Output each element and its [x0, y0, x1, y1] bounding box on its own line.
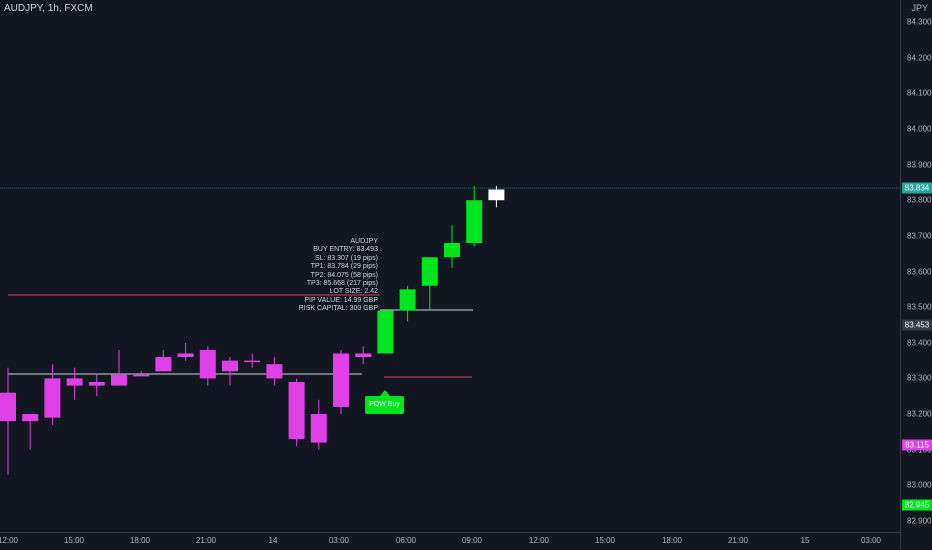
symbol-title: AUDJPY, 1h, FXCM: [4, 3, 93, 14]
info-line: TP1: 83.784 (29 pips): [310, 263, 378, 271]
time-tick: 12:00: [528, 536, 550, 545]
candle-body: [355, 353, 372, 358]
candle-body: [44, 378, 61, 418]
price-tick: 83.600: [907, 267, 932, 276]
candle-body: [444, 242, 460, 258]
price-axis[interactable]: JPY 84.300 84.200 84.100 84.000 83.900 83.800…: [900, 0, 932, 550]
info-line: PIP VALUE: 14.99 GBP: [304, 296, 378, 304]
entry-price-tag: 83.453: [902, 319, 932, 331]
candle-body: [222, 360, 238, 372]
candle-body: [399, 289, 416, 311]
candle-body: [0, 392, 16, 422]
current-price-tag: 83.834: [902, 182, 932, 194]
price-tick: 84.200: [907, 53, 932, 63]
time-tick: 18:00: [661, 536, 683, 545]
time-tick: 15:00: [594, 536, 616, 545]
price-tick: 83.900: [907, 160, 932, 170]
candle-body: [488, 189, 505, 201]
time-tick: 03:00: [860, 536, 882, 545]
time-tick: 21:00: [727, 536, 749, 545]
info-line: BUY ENTRY: 83.493: [313, 246, 378, 254]
candle-body: [421, 257, 438, 286]
price-tick: 83.500: [907, 302, 932, 312]
chart-area[interactable]: AUDJPY, 1h, FXCM AUDJPY BUY ENTRY: 83.493…: [0, 0, 900, 532]
time-tick: 15:00: [63, 536, 85, 545]
currency-label: JPY: [911, 3, 928, 13]
candle-body: [310, 414, 327, 443]
candle-body: [266, 364, 283, 379]
time-tick: 09:00: [461, 536, 483, 545]
price-tick: 83.000: [907, 480, 932, 490]
candle-body: [466, 200, 483, 243]
candle-body: [177, 353, 194, 358]
candle-body: [22, 414, 39, 422]
info-line: AUDJPY: [350, 238, 378, 245]
price-chart[interactable]: [0, 0, 900, 532]
green-level-tag: 82.945: [902, 499, 932, 511]
candle-body: [133, 374, 150, 377]
info-line: SL: 83.307 (19 pips): [314, 254, 378, 262]
candle-body: [88, 381, 105, 386]
time-tick: 15: [800, 536, 810, 545]
candle-body: [199, 349, 216, 379]
candle-body: [155, 357, 172, 372]
info-line: TP3: 85.668 (217 pips): [306, 280, 378, 288]
info-line: TP2: 84.075 (58 pips): [310, 271, 378, 279]
candle-body: [244, 360, 261, 363]
pink-level-tag: 83.115: [902, 439, 932, 451]
time-tick: 18:00: [129, 536, 151, 545]
trade-info-box: AUDJPY BUY ENTRY: 83.493 SL: 83.307 (19 pi…: [299, 238, 378, 314]
candle-body: [333, 353, 349, 407]
price-tick: 84.300: [907, 17, 932, 27]
candle-body: [377, 310, 394, 354]
signal-arrow: [380, 390, 390, 396]
candle-body: [66, 378, 83, 386]
time-tick: 03:00: [328, 536, 350, 545]
price-tick: 84.000: [907, 124, 932, 134]
time-tick: 21:00: [195, 536, 217, 545]
candle-body: [111, 374, 127, 386]
time-tick: 12:00: [0, 536, 19, 545]
pow-buy-signal: POW Buy: [365, 396, 404, 414]
price-tick: 82.900: [907, 516, 932, 526]
candle-body: [288, 381, 305, 440]
time-tick: 06:00: [395, 536, 417, 545]
price-tick: 83.300: [907, 373, 932, 383]
time-tick: 14: [268, 536, 278, 545]
price-tick: 83.400: [907, 338, 932, 348]
time-axis[interactable]: 12:00 15:00 18:00 21:00 14 03:00 06:00 09:00 12:…: [0, 532, 900, 550]
price-tick: 84.100: [907, 88, 932, 98]
info-line: LOT SIZE: 2.42: [329, 288, 378, 296]
price-tick: 83.700: [907, 231, 932, 241]
price-tick: 83.800: [907, 195, 932, 205]
price-tick: 83.200: [907, 409, 932, 419]
info-line: RISK CAPITAL: 300 GBP: [298, 305, 378, 313]
